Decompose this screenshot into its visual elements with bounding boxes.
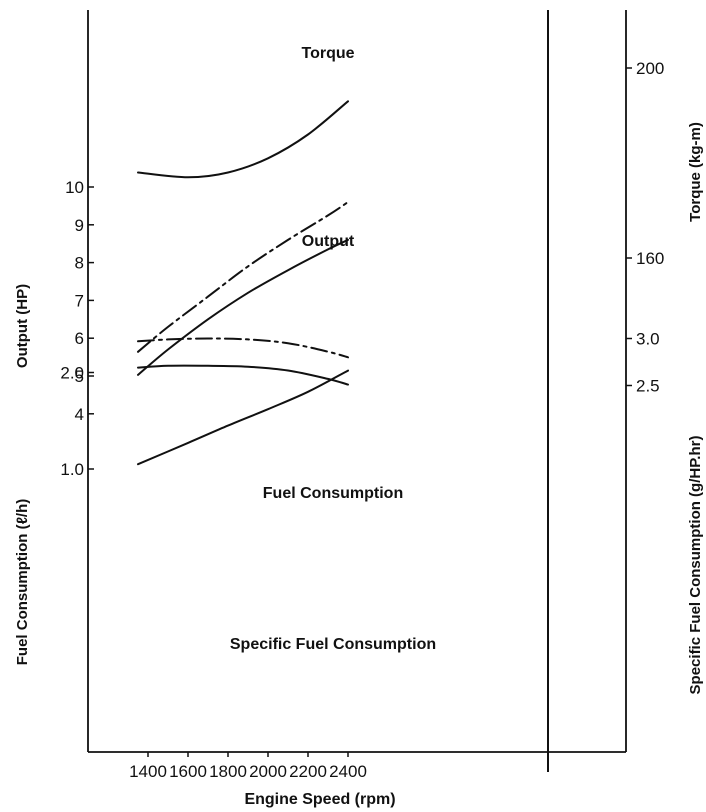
x-axis-label: Engine Speed (rpm)	[244, 791, 395, 808]
series-torque-dashdot-0	[137, 337, 349, 359]
curve-label-torque: Torque	[301, 45, 354, 62]
y-tick-label-output-0: 4	[75, 405, 84, 424]
y-axis-label-fuel: Fuel Consumption (ℓ/h)	[14, 499, 31, 665]
y-tick-label-output-6: 10	[65, 178, 84, 197]
chart-frame	[87, 10, 627, 772]
x-tick-label-1400: 1400	[129, 762, 167, 781]
series-sfc-solid-5	[137, 100, 349, 179]
y-tick-label-output-1: 5	[75, 367, 84, 386]
x-tick-label-2200: 2200	[289, 762, 327, 781]
y-tick-label-fuel-0: 1.0	[60, 460, 84, 479]
x-tick-label-1800: 1800	[209, 762, 247, 781]
series-output-dashdot-2	[137, 201, 349, 353]
curve-label-output: Output	[302, 233, 355, 250]
curve-label-fuel-consumption: Fuel Consumption	[263, 485, 403, 502]
series-torque-solid-1	[137, 364, 349, 386]
y-tick-label-output-4: 8	[75, 254, 84, 273]
y-tick-label-torque-1: 3.0	[636, 330, 660, 349]
x-tick-label-2000: 2000	[249, 762, 287, 781]
y-tick-label-sfc-1: 200	[636, 59, 664, 78]
x-tick-label-1600: 1600	[169, 762, 207, 781]
y-axis-label-output: Output (HP)	[14, 284, 31, 368]
x-tick-label-2400: 2400	[329, 762, 367, 781]
y-tick-label-output-5: 9	[75, 216, 84, 235]
y-tick-label-fuel-1: 2.0	[60, 364, 84, 383]
y-axis-label-sfc: Specific Fuel Consumption (g/HP.hr)	[687, 436, 704, 695]
series-output-solid-3	[137, 238, 349, 376]
y-axis-label-torque: Torque (kg-m)	[687, 122, 704, 222]
y-tick-label-torque-0: 2.5	[636, 377, 660, 396]
y-tick-label-output-2: 6	[75, 329, 84, 348]
y-tick-label-output-3: 7	[75, 291, 84, 310]
y-tick-label-sfc-0: 160	[636, 249, 664, 268]
curve-label-specific-fuel-consumption: Specific Fuel Consumption	[230, 636, 436, 653]
series-fuel-solid-4	[137, 369, 349, 466]
